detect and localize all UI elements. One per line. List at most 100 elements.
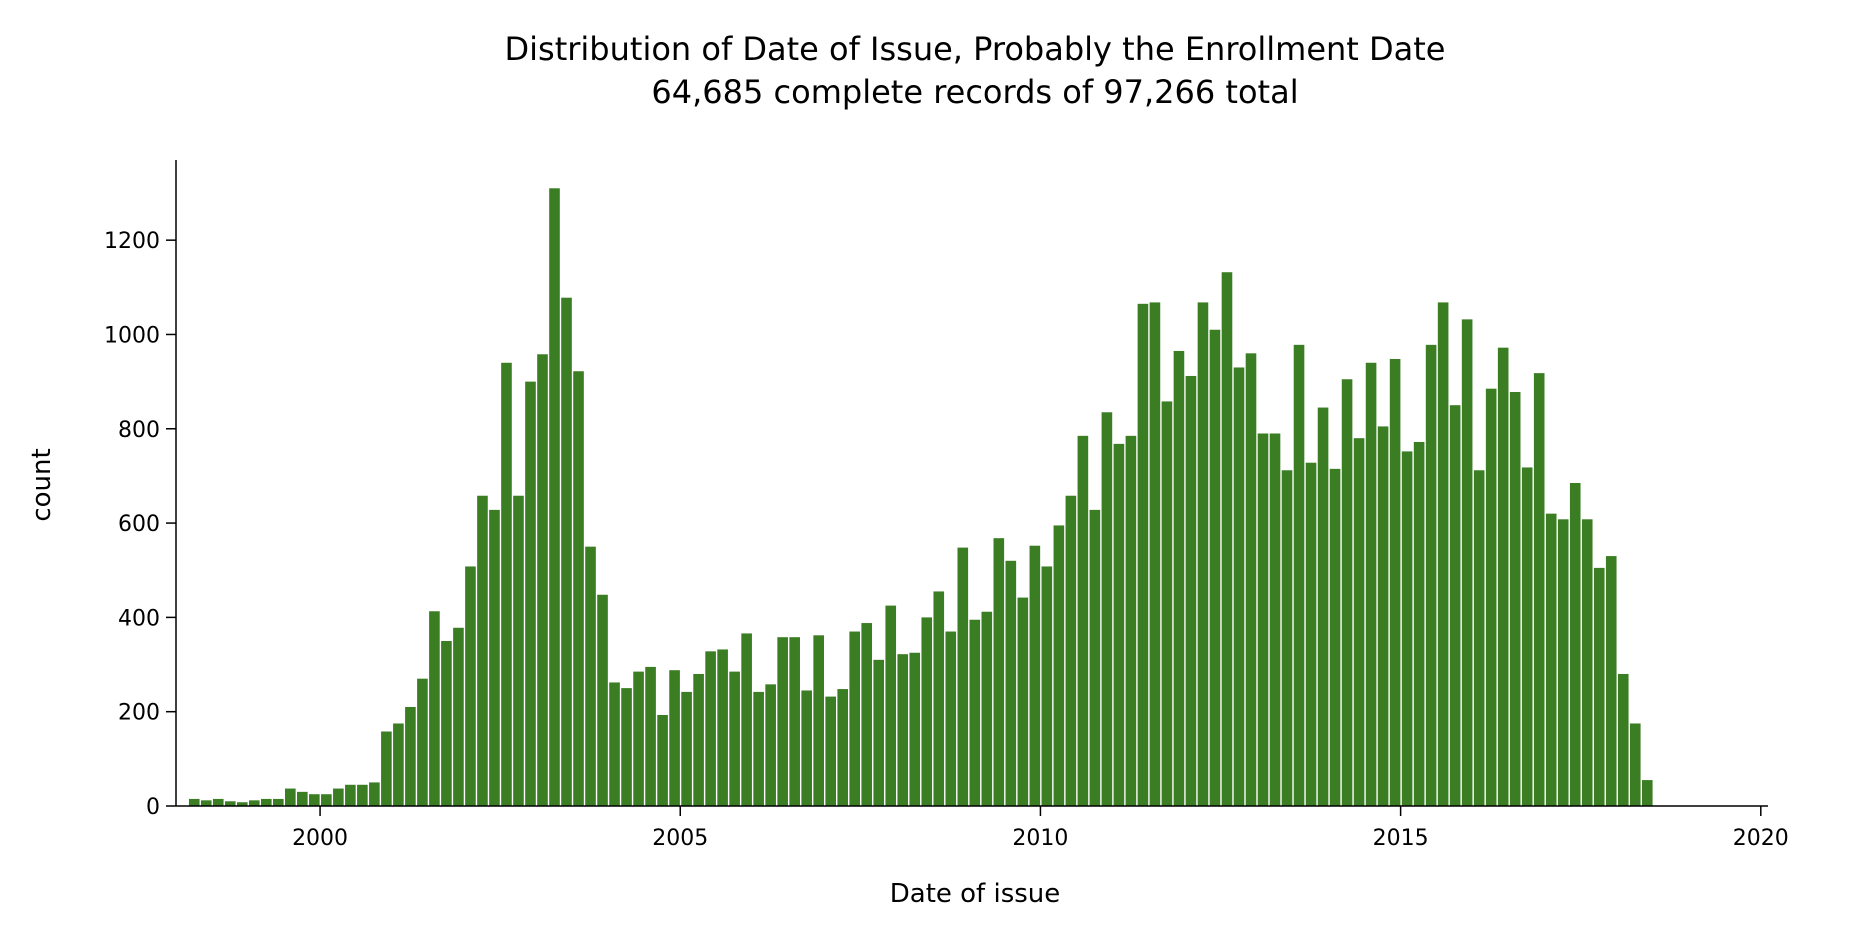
- histogram-bar: [1137, 303, 1149, 806]
- histogram-bar: [1629, 723, 1641, 806]
- x-tick-label: 2010: [1012, 826, 1068, 851]
- histogram-bar: [813, 635, 824, 806]
- histogram-bar: [1317, 407, 1329, 806]
- histogram-bar: [429, 611, 440, 806]
- y-axis-title: count: [27, 448, 57, 521]
- histogram-bar: [909, 652, 921, 806]
- histogram-bar: [621, 688, 632, 806]
- histogram-bar: [633, 671, 644, 806]
- histogram-bar: [1089, 509, 1101, 806]
- histogram-bar: [1185, 375, 1197, 806]
- histogram-bar: [897, 654, 909, 806]
- histogram-bar: [393, 723, 404, 806]
- histogram-bar: [200, 800, 212, 806]
- x-tick-label: 2000: [292, 826, 348, 851]
- histogram-bar: [188, 798, 200, 806]
- histogram-bar: [321, 794, 332, 806]
- histogram-bar: [1161, 401, 1173, 806]
- y-tick-label: 200: [118, 701, 160, 726]
- histogram-bar: [849, 631, 861, 806]
- histogram-bar: [1041, 566, 1053, 806]
- y-tick-label: 1000: [104, 323, 160, 348]
- histogram-bar: [236, 802, 248, 806]
- histogram-bar: [369, 782, 380, 806]
- histogram-bar: [1065, 495, 1077, 806]
- histogram-bar: [729, 671, 740, 806]
- histogram-bar: [1461, 319, 1473, 806]
- histogram-bar: [1557, 519, 1569, 806]
- histogram-bar: [1281, 470, 1293, 806]
- histogram-bar: [1485, 388, 1497, 806]
- histogram-bar: [573, 371, 584, 806]
- histogram-bar: [693, 673, 704, 806]
- histogram-bar: [1581, 519, 1593, 806]
- histogram-bar: [1113, 443, 1125, 806]
- histogram-bar: [261, 798, 272, 806]
- histogram-bar: [669, 670, 680, 806]
- y-tick-label: 600: [118, 512, 160, 537]
- histogram-bar: [837, 689, 849, 806]
- chart-title: Distribution of Date of Issue, Probably …: [505, 30, 1446, 68]
- histogram-bar: [441, 640, 452, 806]
- y-tick-label: 800: [118, 418, 160, 443]
- histogram-bar: [1329, 468, 1341, 806]
- histogram-bar: [1605, 556, 1617, 806]
- histogram-bar: [1353, 438, 1365, 806]
- histogram-bar: [549, 188, 560, 807]
- histogram-bar: [885, 605, 897, 806]
- histogram-bar: [1593, 567, 1605, 806]
- histogram-bar: [705, 651, 716, 806]
- histogram-bar: [1233, 367, 1245, 806]
- histogram-bar: [513, 495, 524, 806]
- histogram-bar: [405, 706, 416, 806]
- histogram-bar: [489, 509, 500, 806]
- histogram-bar: [453, 627, 464, 806]
- histogram-bar: [765, 684, 776, 806]
- histogram-bar: [333, 788, 344, 806]
- histogram-bar: [501, 362, 512, 806]
- histogram-bar: [224, 801, 236, 806]
- histogram-bar: [1401, 451, 1413, 806]
- x-axis: 2000 2005 2010 2015 2020: [176, 805, 1789, 851]
- histogram-bar: [381, 731, 392, 806]
- histogram-bar: [1473, 470, 1485, 806]
- y-tick-label: 400: [118, 606, 160, 631]
- histogram-bar: [1521, 467, 1533, 806]
- histogram-bar: [825, 696, 836, 806]
- histogram-bar: [561, 297, 572, 806]
- histogram-bar: [609, 682, 620, 806]
- histogram-bar: [1377, 426, 1389, 806]
- histogram-bar: [777, 637, 788, 806]
- y-axis: 0 200 400 600 800 1000 1200: [104, 160, 177, 820]
- histogram-bar: [801, 690, 812, 806]
- histogram-bar: [1641, 780, 1653, 806]
- histogram-bar: [1545, 513, 1557, 806]
- histogram-bar: [1437, 302, 1449, 806]
- histogram-bar: [297, 791, 308, 806]
- histogram-bar: [1569, 483, 1581, 806]
- histogram-bar: [357, 784, 368, 806]
- y-tick-label: 1200: [104, 229, 160, 254]
- histogram-bar: [717, 649, 728, 806]
- histogram-bar: [861, 623, 873, 806]
- histogram-bar: [645, 666, 656, 806]
- bars-group: [188, 188, 1653, 807]
- histogram-bar: [1197, 302, 1209, 806]
- x-tick-label: 2020: [1733, 826, 1789, 851]
- histogram-bar: [873, 659, 885, 806]
- histogram-bar: [933, 591, 945, 806]
- histogram-bar: [1305, 462, 1317, 806]
- x-tick-label: 2015: [1373, 826, 1429, 851]
- histogram-bar: [1053, 525, 1065, 806]
- y-tick-label: 0: [146, 795, 160, 820]
- histogram-bar: [1125, 435, 1137, 806]
- histogram-bar: [1245, 353, 1257, 806]
- histogram-bar: [1341, 379, 1353, 806]
- histogram-bar: [248, 800, 260, 806]
- histogram-bar: [657, 714, 668, 806]
- x-axis-title: Date of issue: [890, 879, 1061, 909]
- histogram-bar: [1257, 433, 1269, 806]
- histogram-bar: [1005, 560, 1017, 806]
- histogram-bar: [789, 637, 800, 806]
- histogram-bar: [921, 617, 933, 806]
